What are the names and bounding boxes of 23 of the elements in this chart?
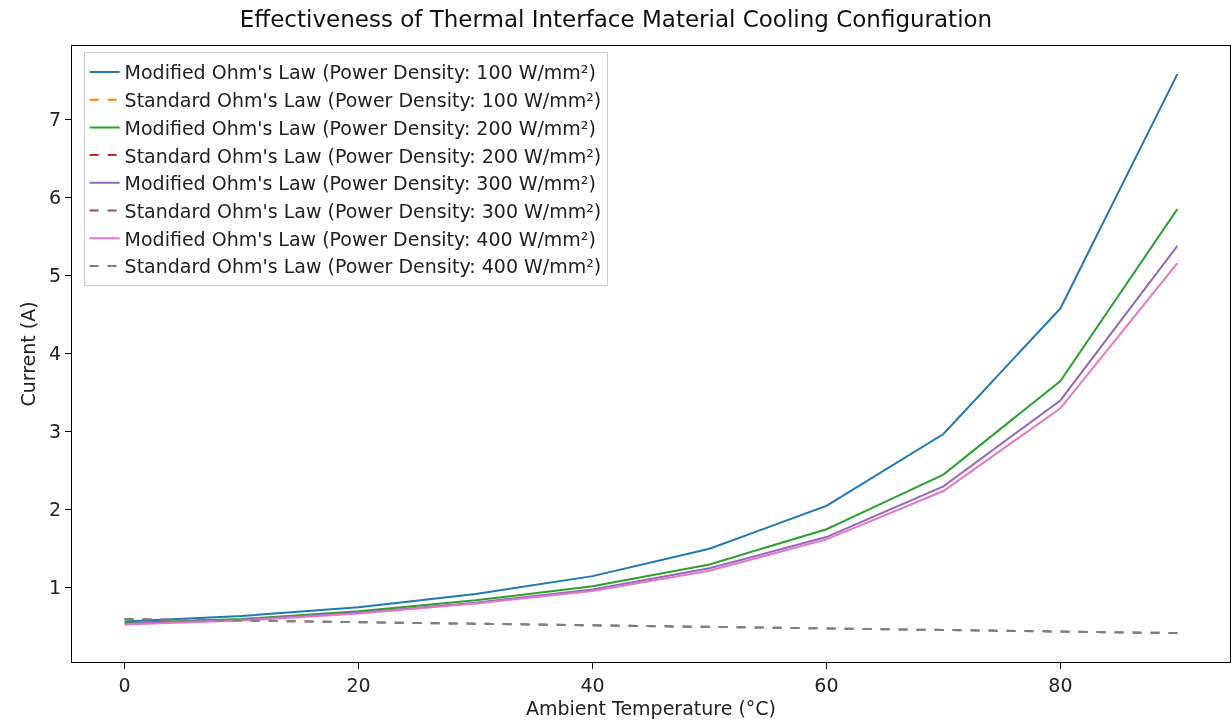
y-tick-label: 3: [48, 420, 62, 443]
y-tick-label: 6: [48, 186, 62, 209]
legend-label: Standard Ohm's Law (Power Density: 200 W/mm²): [124, 144, 602, 167]
legend-label: Modified Ohm's Law (Power Density: 400 W/mm²): [124, 227, 596, 250]
y-tick-label: 2: [48, 498, 62, 521]
x-tick-label: 0: [118, 673, 131, 696]
y-axis-title: Current (A): [16, 301, 39, 407]
x-tick-label: 40: [580, 673, 605, 696]
y-tick-label: 5: [48, 264, 62, 287]
legend-label: Standard Ohm's Law (Power Density: 100 W/mm²): [124, 89, 602, 112]
legend-label: Standard Ohm's Law (Power Density: 300 W/mm²): [124, 199, 602, 222]
legend-label: Modified Ohm's Law (Power Density: 100 W/mm²): [124, 61, 596, 84]
x-tick-label: 60: [814, 673, 839, 696]
x-tick-label: 20: [346, 673, 371, 696]
y-tick-label: 7: [48, 108, 62, 131]
legend-label: Modified Ohm's Law (Power Density: 200 W/mm²): [124, 116, 596, 139]
y-tick-label: 4: [48, 342, 62, 365]
x-axis-title: Ambient Temperature (°C): [525, 696, 777, 719]
legend-label: Modified Ohm's Law (Power Density: 300 W/mm²): [124, 172, 596, 195]
chart-title: Effectiveness of Thermal Interface Material Cooling Configuration: [239, 6, 993, 33]
x-tick-label: 80: [1048, 673, 1073, 696]
y-tick-label: 1: [48, 576, 62, 599]
legend-label: Standard Ohm's Law (Power Density: 400 W/mm²): [124, 255, 602, 278]
